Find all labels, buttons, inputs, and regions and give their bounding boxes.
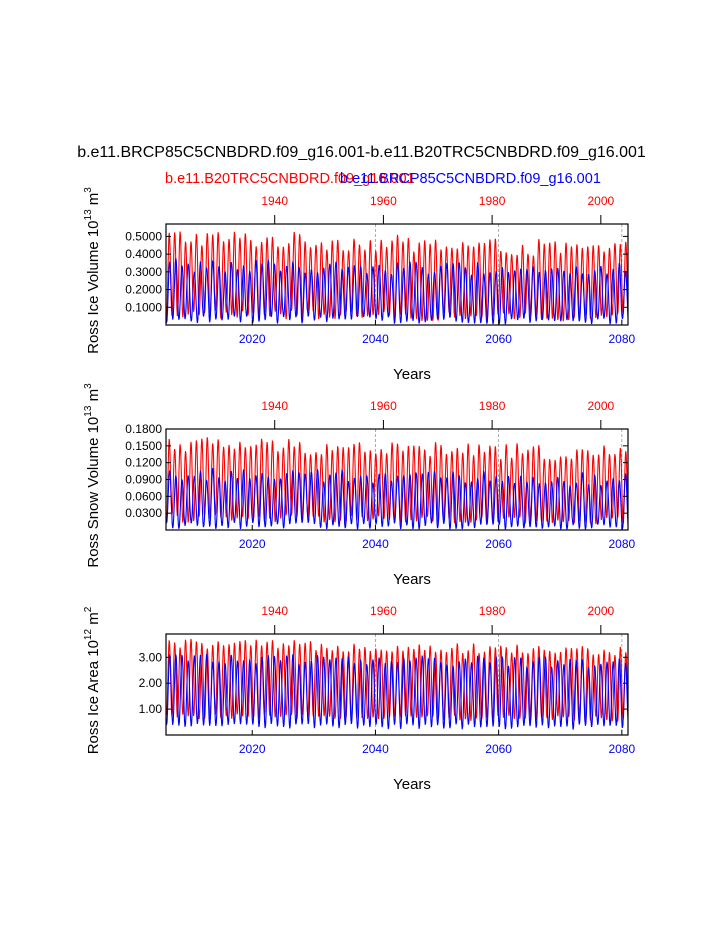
y-axis-label: Ross Ice Volume 1013 m3 [83, 187, 102, 354]
y-tick-label: 0.1800 [125, 422, 162, 436]
series-line-blue [166, 258, 628, 325]
x-tick-label-top: 1960 [370, 399, 397, 413]
y-tick-label: 0.1500 [125, 439, 162, 453]
x-tick-label-bottom: 2020 [239, 332, 266, 346]
x-tick-label-top: 1960 [370, 194, 397, 208]
series-line-blue [166, 467, 628, 530]
y-tick-label: 3.00 [139, 650, 163, 664]
y-tick-label: 0.1000 [125, 300, 162, 314]
legend-red-case: b.e11.B20TRC5CNBDRD.f09_g16.001 [165, 171, 415, 187]
x-tick-label-top: 2000 [587, 604, 614, 618]
x-tick-label-bottom: 2040 [362, 742, 389, 756]
x-tick-label-top: 2000 [587, 194, 614, 208]
x-tick-label-bottom: 2060 [485, 742, 512, 756]
x-tick-label-top: 1940 [261, 194, 288, 208]
y-axis-label: Ross Snow Volume 1013 m3 [83, 383, 102, 568]
x-axis-label: Years [393, 776, 431, 793]
y-tick-label: 0.5000 [125, 229, 162, 243]
x-tick-label-bottom: 2020 [239, 537, 266, 551]
y-tick-label: 0.1200 [125, 456, 162, 470]
x-tick-label-top: 1980 [479, 604, 506, 618]
plot-frame [165, 223, 629, 326]
x-tick-label-top: 1980 [479, 194, 506, 208]
x-tick-label-bottom: 2040 [362, 537, 389, 551]
y-tick-label: 0.0600 [125, 489, 162, 503]
y-tick-label: 0.0900 [125, 473, 162, 487]
x-tick-label-bottom: 2060 [485, 537, 512, 551]
x-tick-label-top: 2000 [587, 399, 614, 413]
figure-title: b.e11.BRCP85C5CNBDRD.f09_g16.001-b.e11.B… [77, 144, 646, 161]
y-tick-label: 0.3000 [125, 265, 162, 279]
y-axis-label: Ross Ice Area 1012 m2 [83, 606, 102, 754]
x-tick-label-top: 1940 [261, 604, 288, 618]
x-tick-label-bottom: 2080 [608, 332, 635, 346]
y-tick-label: 0.0300 [125, 506, 162, 520]
y-tick-label: 0.2000 [125, 283, 162, 297]
x-tick-label-top: 1980 [479, 399, 506, 413]
series-line-blue [166, 654, 628, 730]
x-axis-label: Years [393, 366, 431, 383]
x-tick-label-bottom: 2080 [608, 537, 635, 551]
y-tick-label: 2.00 [139, 676, 163, 690]
x-tick-label-bottom: 2040 [362, 332, 389, 346]
y-tick-label: 0.4000 [125, 247, 162, 261]
x-tick-label-bottom: 2080 [608, 742, 635, 756]
legend-blue-case: b.e11.BRCP85C5CNBDRD.f09_g16.001 [340, 171, 601, 187]
x-tick-label-top: 1960 [370, 604, 397, 618]
x-axis-label: Years [393, 571, 431, 588]
x-tick-label-top: 1940 [261, 399, 288, 413]
x-tick-label-bottom: 2060 [485, 332, 512, 346]
y-tick-label: 1.00 [139, 702, 163, 716]
x-tick-label-bottom: 2020 [239, 742, 266, 756]
plot-frame [165, 633, 629, 736]
